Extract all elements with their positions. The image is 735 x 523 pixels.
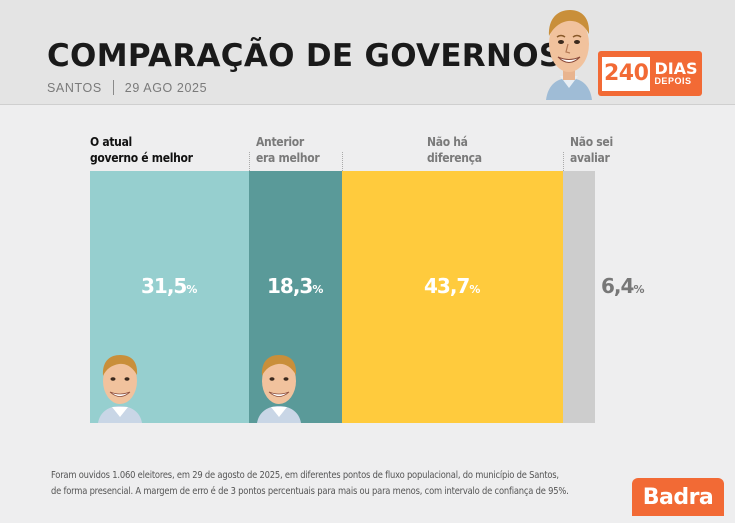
header: COMPARAÇÃO DE GOVERNOS SANTOS 29 AGO 202…: [0, 0, 735, 105]
caricature-face-icon: [251, 351, 307, 428]
caricature-portrait: [546, 10, 592, 100]
category-label: Não há diferença: [427, 135, 482, 165]
page-title: COMPARAÇÃO DE GOVERNOS: [47, 38, 562, 74]
badge-line1: DIAS: [654, 59, 698, 78]
subtitle: SANTOS 29 AGO 2025: [47, 80, 207, 95]
days-badge: 240 DIAS DEPOIS: [598, 51, 702, 96]
date-label: 29 AGO 2025: [124, 80, 208, 95]
bar-segment: [342, 171, 563, 423]
category-tick: [563, 152, 565, 171]
value-label: 18,3%: [267, 274, 324, 298]
category-label: O atual governo é melhor: [90, 135, 193, 165]
category-label: Não sei avaliar: [570, 135, 613, 165]
brand-logo: Badra: [632, 478, 724, 516]
footnote-line-2: de forma presencial. A margem de erro é …: [51, 486, 569, 497]
location-label: SANTOS: [47, 80, 102, 95]
category-label: Anterior era melhor: [256, 135, 320, 165]
separator: [112, 80, 114, 95]
caricature-face-icon: [92, 351, 148, 428]
footnote: Foram ouvidos 1.060 eleitores, em 29 de …: [51, 468, 611, 500]
bar-segment: [563, 171, 595, 423]
stacked-bar-chart: O atual governo é melhor 31,5% Anterior era …: [0, 104, 735, 444]
badge-line2: DEPOIS: [654, 76, 692, 86]
category-tick: [249, 152, 251, 171]
badge-number: 240: [602, 56, 651, 91]
category-tick: [342, 152, 344, 171]
value-label: 43,7%: [424, 274, 481, 298]
footnote-line-1: Foram ouvidos 1.060 eleitores, em 29 de …: [51, 470, 559, 481]
value-label: 31,5%: [141, 274, 198, 298]
value-label: 6,4%: [601, 274, 645, 298]
